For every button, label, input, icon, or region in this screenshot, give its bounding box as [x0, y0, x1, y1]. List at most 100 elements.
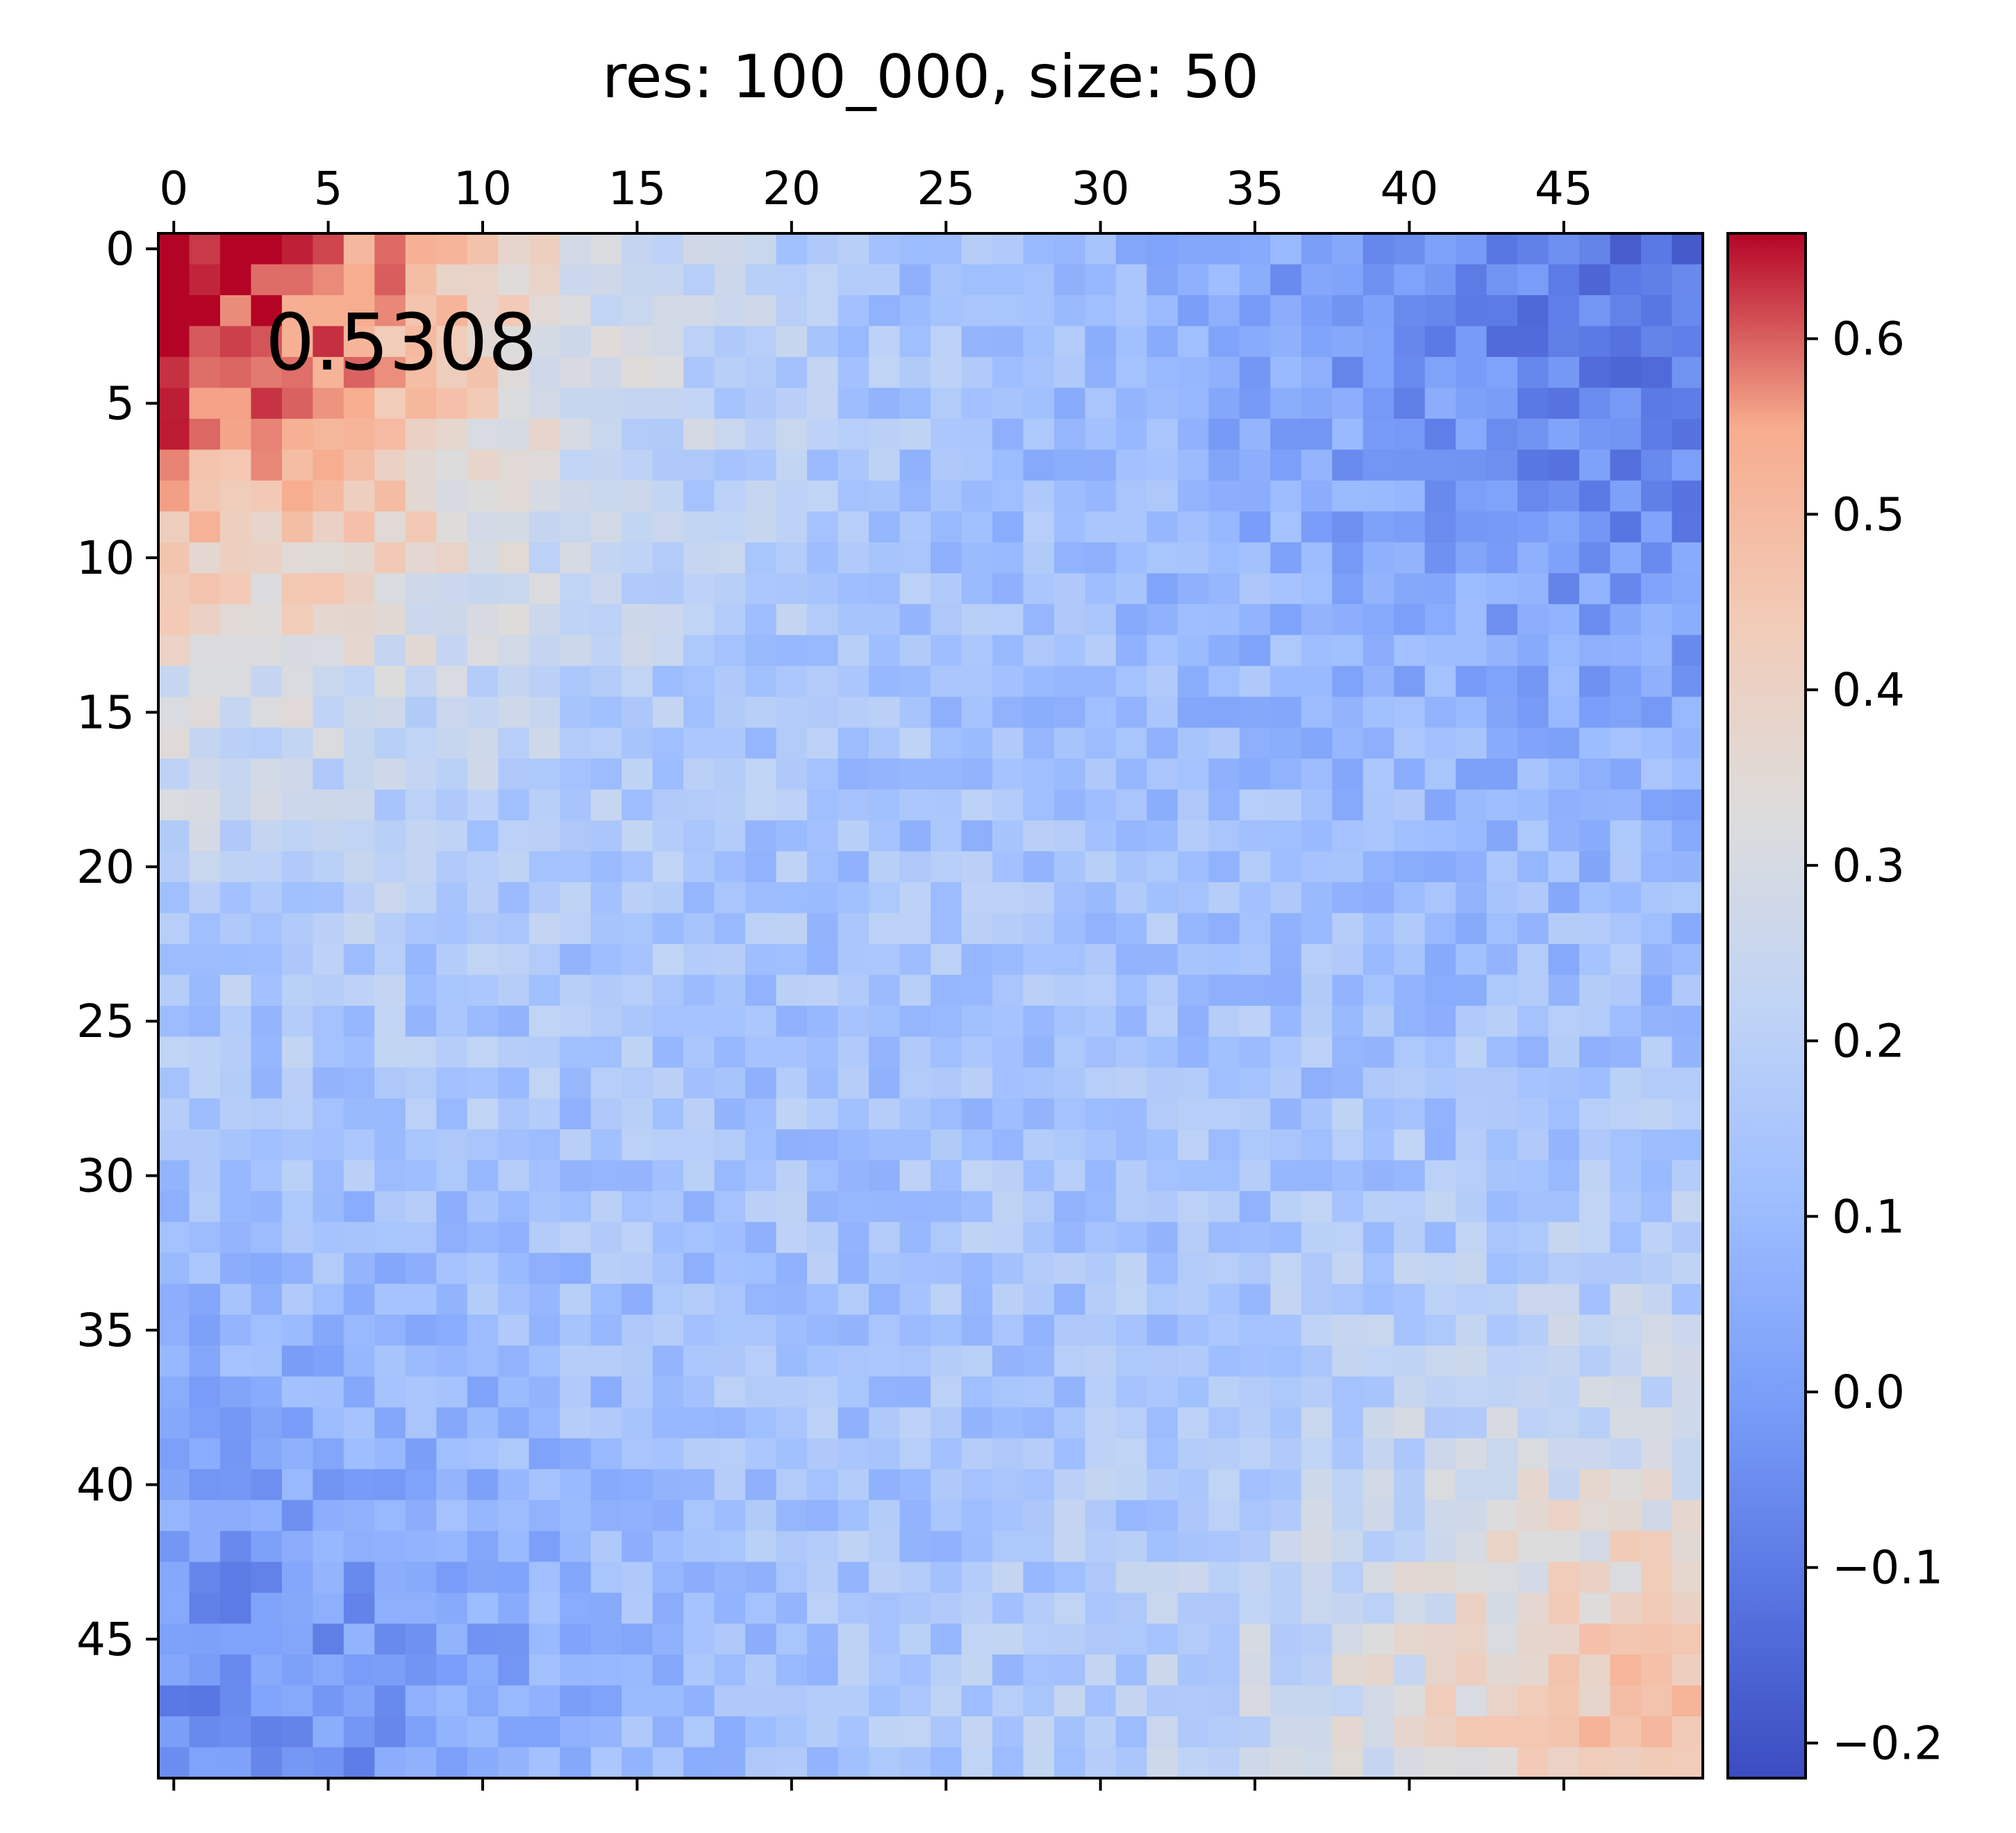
heatmap-cell — [1610, 1036, 1642, 1068]
heatmap-cell — [1456, 851, 1488, 883]
heatmap-cell — [807, 789, 839, 821]
heatmap-cell — [1486, 1160, 1518, 1192]
heatmap-cell — [313, 1098, 344, 1130]
heatmap-cell — [1363, 604, 1394, 636]
heatmap-cell — [251, 851, 283, 883]
heatmap-cell — [622, 511, 653, 543]
heatmap-cell — [343, 1469, 375, 1501]
heatmap-cell — [467, 1654, 499, 1686]
heatmap-cell — [219, 913, 252, 945]
heatmap-cell — [776, 1160, 808, 1192]
heatmap-cell — [776, 851, 808, 883]
heatmap-cell — [158, 511, 190, 543]
heatmap-cell — [1610, 1191, 1642, 1222]
heatmap-cell — [1456, 480, 1488, 512]
heatmap-cell — [1672, 727, 1703, 759]
heatmap-cell — [1115, 1561, 1147, 1593]
heatmap-cell — [343, 1284, 375, 1316]
heatmap-cell — [1456, 1006, 1488, 1038]
heatmap-cell — [838, 1685, 869, 1717]
heatmap-cell — [219, 1593, 252, 1625]
heatmap-cell — [158, 1716, 190, 1748]
heatmap-cell — [1456, 1685, 1488, 1717]
heatmap-cell — [1548, 264, 1580, 296]
heatmap-cell — [1177, 1438, 1209, 1470]
heatmap-cell — [158, 1252, 190, 1284]
heatmap-cell — [1053, 1593, 1085, 1625]
heatmap-cell — [1332, 1345, 1364, 1377]
heatmap-cell — [992, 1284, 1024, 1316]
heatmap-cell — [528, 727, 560, 759]
heatmap-cell — [1177, 480, 1209, 512]
heatmap-cell — [1456, 1098, 1488, 1130]
heatmap-cell — [899, 1129, 931, 1161]
heatmap-cell — [219, 604, 252, 636]
heatmap-cell — [374, 480, 406, 512]
heatmap-cell — [1023, 542, 1055, 574]
heatmap-cell — [714, 727, 746, 759]
heatmap-cell — [1332, 1438, 1364, 1470]
heatmap-cell — [1208, 1623, 1240, 1655]
heatmap-cell — [281, 480, 313, 512]
heatmap-cell — [714, 1716, 746, 1748]
heatmap-cell — [528, 356, 560, 388]
heatmap-cell — [374, 449, 406, 481]
heatmap-cell — [405, 573, 437, 605]
heatmap-cell — [1610, 1593, 1642, 1625]
heatmap-cell — [1579, 1006, 1611, 1038]
heatmap-cell — [1610, 1314, 1642, 1346]
heatmap-cell — [1610, 449, 1642, 481]
heatmap-cell — [219, 418, 252, 450]
heatmap-cell — [1053, 697, 1085, 729]
heatmap-cell — [560, 820, 592, 852]
heatmap-cell — [467, 851, 499, 883]
heatmap-cell — [1301, 604, 1333, 636]
heatmap-cell — [158, 480, 190, 512]
heatmap-cell — [683, 1500, 715, 1532]
heatmap-cell — [1208, 1593, 1240, 1625]
heatmap-cell — [590, 974, 622, 1006]
heatmap-cell — [219, 1438, 252, 1470]
heatmap-cell — [1239, 233, 1271, 265]
heatmap-cell — [467, 573, 499, 605]
heatmap-cell — [1363, 974, 1394, 1006]
heatmap-cell — [1548, 1438, 1580, 1470]
heatmap-cell — [1579, 974, 1611, 1006]
heatmap-cell — [189, 944, 221, 976]
heatmap-cell — [343, 1006, 375, 1038]
heatmap-cell — [1115, 882, 1147, 914]
heatmap-cell — [343, 449, 375, 481]
heatmap-cell — [1486, 388, 1518, 420]
heatmap-cell — [1332, 418, 1364, 450]
heatmap-cell — [158, 727, 190, 759]
heatmap-cell — [807, 542, 839, 574]
heatmap-cell — [1085, 697, 1117, 729]
heatmap-cell — [1363, 1252, 1394, 1284]
heatmap-cell — [528, 974, 560, 1006]
heatmap-cell — [1023, 1098, 1055, 1130]
heatmap-cell — [683, 758, 715, 790]
heatmap-cell — [776, 295, 808, 327]
heatmap-cell — [622, 1345, 653, 1377]
heatmap-cell — [622, 233, 653, 265]
heatmap-cell — [1239, 388, 1271, 420]
heatmap-cell — [343, 635, 375, 667]
heatmap-cell — [652, 820, 684, 852]
heatmap-cell — [528, 1284, 560, 1316]
heatmap-cell — [714, 913, 746, 945]
heatmap-cell — [1177, 542, 1209, 574]
heatmap-cell — [1301, 789, 1333, 821]
heatmap-cell — [251, 480, 283, 512]
heatmap-cell — [1147, 1160, 1178, 1192]
heatmap-cell — [313, 1685, 344, 1717]
heatmap-cell — [1424, 326, 1456, 358]
heatmap-cell — [560, 1006, 592, 1038]
heatmap-cell — [1517, 233, 1549, 265]
heatmap-cell — [405, 1438, 437, 1470]
heatmap-cell — [652, 789, 684, 821]
heatmap-cell — [405, 264, 437, 296]
heatmap-cell — [1394, 851, 1426, 883]
heatmap-cell — [374, 326, 406, 358]
heatmap-cell — [807, 295, 839, 327]
heatmap-cell — [899, 697, 931, 729]
